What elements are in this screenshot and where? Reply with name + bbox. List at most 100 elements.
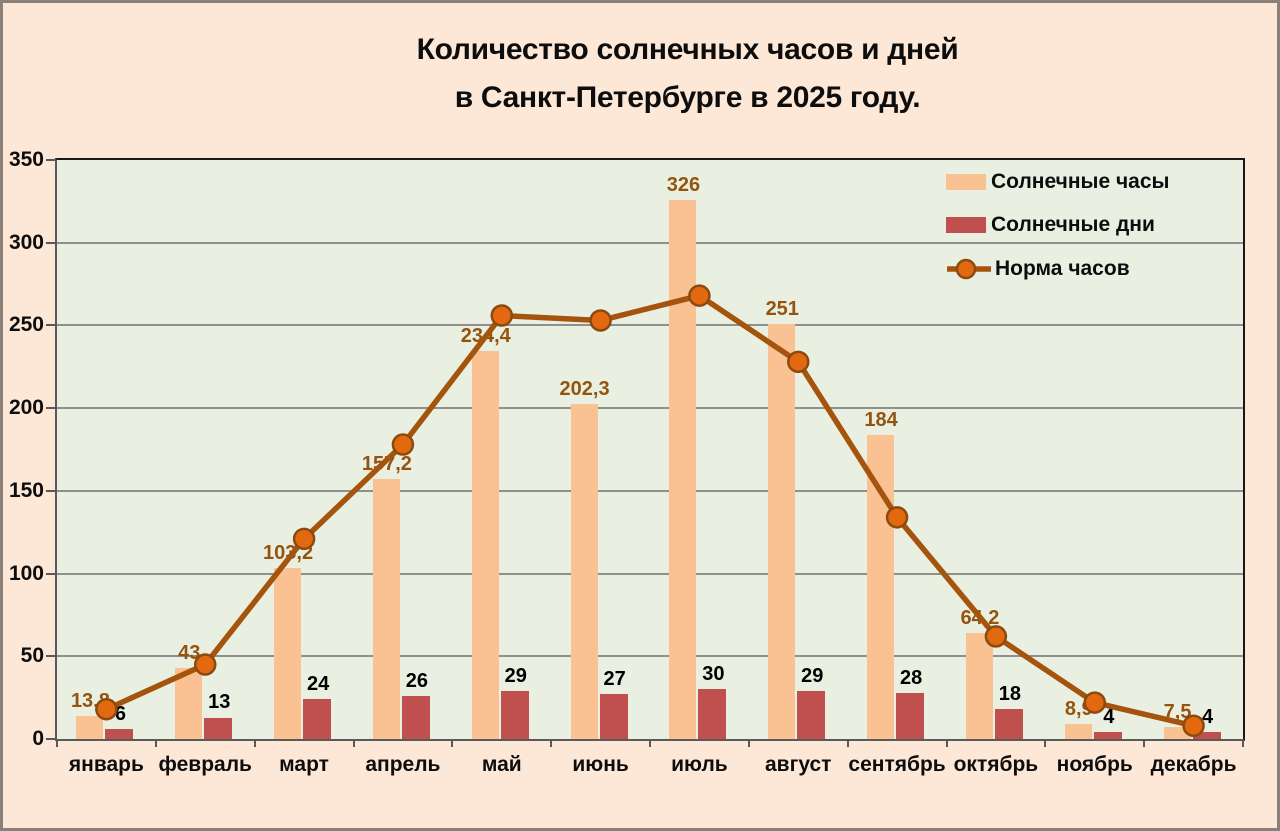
hours-bar [1064,724,1092,739]
gridline [57,489,1243,492]
hours-swatch-icon [946,174,986,190]
y-axis-tick-label: 100 [8,561,44,585]
x-tick-mark [56,739,58,747]
y-tick-mark [46,655,55,658]
days-value-label: 29 [801,665,824,688]
days-value-label: 28 [899,666,923,689]
norm-marker [490,304,513,327]
x-axis-month-label: июль [671,753,728,776]
plot-inner: 13,8 6 43 13 103,2 24 157,2 26 234,4 29 202,3 27 326… [57,160,1243,739]
x-axis-month-label: март [279,753,329,776]
days-value-label: 24 [306,673,330,696]
y-tick-mark [46,572,55,575]
x-tick-mark [1044,739,1047,747]
x-axis-month-label: май [481,753,522,776]
y-tick-mark [46,159,55,161]
legend-item-days: Солнечные дни [946,212,1155,238]
hours-bar [965,632,993,739]
norm-line-layer [95,284,1205,738]
x-axis-month-label: октябрь [953,753,1039,776]
gridline [57,324,1243,327]
y-axis-tick-label: 150 [8,478,44,502]
x-axis-month-label: август [765,753,832,776]
hours-value-label: 251 [765,297,799,320]
hours-bar [372,478,400,739]
hours-bar [175,667,203,739]
days-bar [401,696,430,739]
days-value-label: 29 [504,665,527,688]
y-axis-tick-label: 0 [32,727,44,750]
days-value-label: 13 [208,691,231,714]
days-bar [797,691,826,739]
hours-bar [274,568,302,739]
x-tick-mark [352,739,355,747]
days-value-label: 27 [603,668,626,691]
days-bar [500,691,529,739]
y-tick-mark [46,324,55,327]
gridline [57,572,1243,575]
y-tick-mark [46,407,55,410]
days-value-label: 30 [702,663,725,686]
norm-marker [885,506,909,529]
days-value-label: 4 [1202,706,1214,729]
norm-line [105,292,1195,729]
x-axis-month-label: апрель [365,753,441,776]
days-bar [1192,732,1221,739]
x-tick-mark [550,739,553,747]
x-tick-mark [451,739,454,747]
legend-label-norm: Норма часов [995,257,1130,280]
y-axis-tick-label: 200 [8,396,44,420]
days-value-label: 18 [998,683,1022,706]
x-axis-month-label: январь [68,753,144,776]
days-value-label: 6 [114,703,126,726]
legend-item-hours: Солнечные часы [946,169,1169,195]
x-axis-month-label: ноябрь [1056,753,1133,776]
y-axis-tick-label: 50 [20,644,44,668]
x-axis-month-label: февраль [158,753,252,776]
y-tick-mark [46,241,55,244]
gridline [57,407,1243,410]
days-value-label: 4 [1103,706,1115,729]
chart-title: Количество солнечных часов и дней в Санк… [95,26,1280,122]
days-bar [698,689,727,739]
days-value-label: 26 [405,669,429,692]
hours-bar [76,716,104,739]
y-axis-tick-label: 300 [8,230,44,254]
hours-bar [471,351,499,739]
norm-marker [1182,714,1205,738]
plot-area: 13,8 6 43 13 103,2 24 157,2 26 234,4 29 202,3 27 326… [55,158,1245,741]
hours-value-label: 7,5 [1163,700,1192,723]
y-axis-tick-label: 350 [8,148,44,171]
line-marker-swatch-icon [946,258,992,280]
norm-marker [984,625,1008,648]
x-tick-mark [649,739,651,747]
norm-marker [787,350,810,374]
legend-label-days: Солнечные дни [991,213,1155,236]
norm-marker [688,284,711,307]
hours-bar [867,434,895,739]
hours-bar [768,323,796,739]
legend-label-hours: Солнечные часы [991,170,1170,193]
norm-marker [589,309,612,332]
gridline [57,655,1243,658]
hours-value-label: 326 [666,173,701,196]
norm-marker [292,527,316,551]
days-swatch-icon [946,217,986,233]
x-tick-mark [1242,739,1244,747]
norm-marker [194,653,217,676]
days-bar [303,699,332,739]
chart-title-line1: Количество солнечных часов и дней [416,33,959,66]
legend-item-norm: Норма часов [946,256,1130,282]
days-bar [204,717,233,739]
norm-marker [95,697,118,721]
x-tick-mark [154,739,157,747]
days-bar [1093,732,1122,739]
days-bar [896,692,925,739]
hours-value-label: 202,3 [559,378,610,401]
x-tick-mark [747,739,750,747]
x-axis-month-label: декабрь [1150,753,1237,776]
x-tick-mark [945,739,948,747]
y-tick-mark [46,738,55,740]
x-tick-mark [253,739,256,747]
